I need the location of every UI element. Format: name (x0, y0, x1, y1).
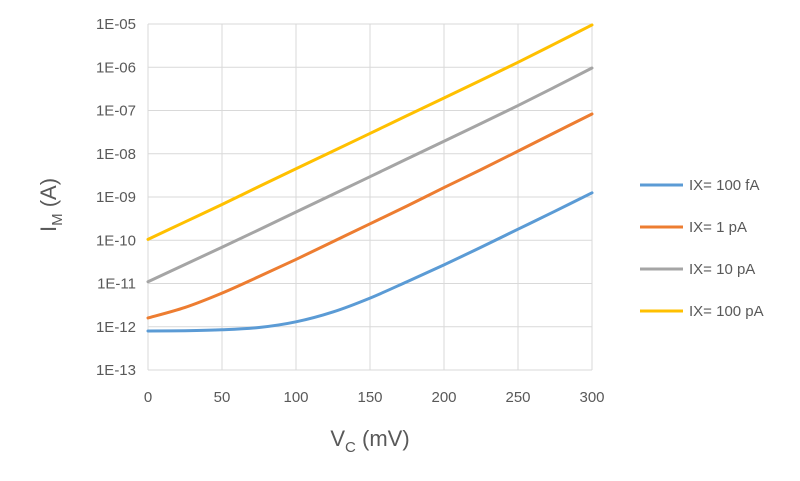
x-tick-label: 200 (431, 389, 456, 406)
x-axis-title: VC (mV) (330, 426, 409, 456)
x-tick-label: 300 (579, 389, 604, 406)
y-axis-title: IM (A) (36, 178, 66, 232)
y-tick-label: 1E-11 (97, 276, 136, 293)
x-tick-label: 100 (283, 389, 308, 406)
legend-label: IX= 100 pA (689, 303, 764, 320)
series-lines (146, 23, 594, 333)
x-tick-label: 0 (144, 389, 152, 406)
legend-label: IX= 10 pA (689, 261, 755, 278)
y-tick-label: 1E-09 (96, 189, 136, 206)
series-line (146, 23, 594, 241)
y-tick-label: 1E-05 (96, 16, 136, 33)
series-line (146, 112, 594, 320)
y-tick-label: 1E-08 (96, 146, 136, 163)
x-tick-label: 50 (214, 389, 231, 406)
series-line (146, 191, 594, 333)
y-tick-label: 1E-12 (96, 319, 136, 336)
y-tick-label: 1E-07 (96, 103, 136, 120)
series-line (146, 66, 594, 284)
x-axis-ticks: 0 50 100 150 200 250 300 (144, 389, 605, 406)
y-tick-label: 1E-10 (96, 232, 136, 249)
legend-label: IX= 100 fA (689, 177, 759, 194)
y-tick-label: 1E-06 (96, 59, 136, 76)
legend: IX= 100 fA IX= 1 pA IX= 10 pA IX= 100 pA (640, 177, 764, 320)
x-tick-label: 250 (505, 389, 530, 406)
x-tick-label: 150 (357, 389, 382, 406)
y-tick-label: 1E-13 (96, 362, 136, 379)
gridlines (147, 23, 593, 371)
legend-label: IX= 1 pA (689, 219, 747, 236)
y-axis-ticks: 1E-13 1E-12 1E-11 1E-10 1E-09 1E-08 1E-07 1E-06… (96, 16, 136, 379)
